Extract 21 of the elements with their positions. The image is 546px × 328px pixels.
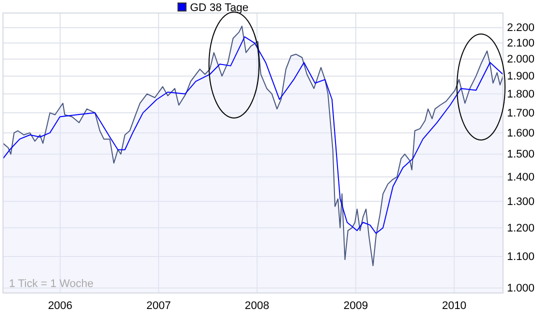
y-tick-label: 2.000 (507, 54, 535, 66)
x-tick-label: 2010 (442, 300, 466, 312)
y-tick-label: 1.400 (507, 171, 535, 184)
x-tick-label: 2008 (244, 300, 270, 312)
y-tick-label: 1.700 (507, 107, 535, 120)
x-tick-label: 2006 (48, 300, 72, 312)
annotation: 1 Tick = 1 Woche (9, 278, 94, 290)
y-tick-label: 1.000 (507, 282, 535, 295)
y-tick-label: 1.300 (507, 196, 535, 208)
y-tick-label: 2.200 (507, 22, 535, 34)
line-series (2, 36, 504, 234)
y-tick-label: 1.900 (507, 70, 535, 83)
legend-label: GD 38 Tage (190, 2, 249, 14)
x-tick-label: 2009 (344, 300, 368, 312)
y-tick-label: 1.800 (507, 88, 535, 100)
y-tick-label: 1.600 (507, 127, 535, 140)
x-tick-label: 2007 (146, 300, 171, 312)
y-tick-label: 2.100 (507, 38, 535, 50)
y-tick-label: 1.100 (507, 251, 535, 264)
y-tick-label: 1.500 (507, 148, 535, 161)
y-tick-label: 1.200 (507, 222, 535, 234)
